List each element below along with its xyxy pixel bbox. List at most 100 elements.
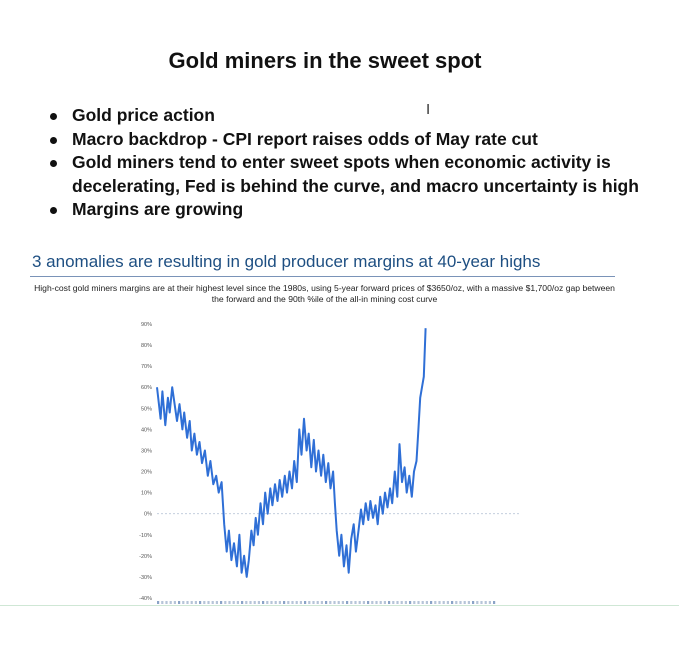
- x-tick-mark: [434, 601, 437, 604]
- text-cursor-icon: I: [426, 101, 431, 118]
- x-tick-mark: [337, 601, 340, 604]
- x-tick-mark: [472, 601, 475, 604]
- x-tick-mark: [346, 601, 349, 604]
- bullet-dot-icon: [50, 207, 57, 214]
- x-tick-mark: [383, 601, 386, 604]
- x-tick-mark: [371, 601, 374, 604]
- x-tick-mark: [257, 601, 260, 604]
- bullet-dot-icon: [50, 136, 57, 144]
- x-tick-mark: [249, 601, 252, 604]
- x-axis-tick-marks: [157, 601, 496, 604]
- x-tick-mark: [333, 601, 336, 604]
- x-tick-mark: [165, 601, 168, 604]
- bullet-text: Gold miners tend to enter sweet spots wh…: [72, 152, 639, 196]
- chart-title-divider: [30, 276, 615, 277]
- x-tick-mark: [341, 601, 344, 604]
- x-tick-mark: [283, 601, 286, 604]
- y-tick-label: -10%: [139, 533, 152, 539]
- y-tick-label: 90%: [141, 322, 152, 328]
- x-tick-mark: [350, 601, 353, 604]
- y-axis: 90% 80% 70% 60% 50% 40% 30% 20% 10% 0% -10% -20% -30…: [139, 322, 152, 602]
- bullet-item: Margins are growing: [40, 198, 640, 222]
- x-tick-mark: [354, 601, 357, 604]
- x-tick-mark: [438, 601, 441, 604]
- x-tick-mark: [157, 601, 160, 604]
- x-tick-mark: [215, 601, 218, 604]
- x-tick-mark: [430, 601, 433, 604]
- x-tick-mark: [480, 601, 483, 604]
- bullet-dot-icon: [50, 113, 57, 120]
- x-tick-mark: [320, 601, 323, 604]
- x-tick-mark: [199, 601, 202, 604]
- bullet-text: Macro backdrop - CPI report raises odds …: [72, 128, 538, 149]
- bullet-text: Gold price action: [72, 105, 215, 125]
- bullet-text: Margins are growing: [72, 199, 244, 219]
- x-tick-mark: [476, 601, 479, 604]
- x-tick-mark: [493, 601, 496, 604]
- x-tick-mark: [392, 601, 395, 604]
- bullet-item: Gold miners tend to enter sweet spots wh…: [40, 151, 640, 198]
- x-tick-mark: [455, 601, 458, 604]
- chart-title: 3 anomalies are resulting in gold produc…: [32, 252, 541, 271]
- x-tick-mark: [304, 601, 307, 604]
- bullet-item: Gold price action: [40, 104, 640, 128]
- x-tick-mark: [396, 601, 399, 604]
- bullet-list: Gold price action Macro backdrop - CPI r…: [40, 104, 640, 222]
- y-tick-label: 0%: [144, 512, 152, 518]
- x-tick-mark: [379, 601, 382, 604]
- series-line: [156, 328, 427, 578]
- x-tick-mark: [203, 601, 206, 604]
- slide-title: Gold miners in the sweet spot: [168, 48, 482, 73]
- bullet-dot-icon: [50, 160, 57, 167]
- y-tick-label: 50%: [141, 406, 152, 412]
- footer-divider: [0, 605, 679, 606]
- x-tick-mark: [190, 601, 193, 604]
- x-tick-mark: [299, 601, 302, 604]
- y-tick-label: -40%: [139, 596, 152, 602]
- x-tick-mark: [274, 601, 277, 604]
- x-tick-mark: [161, 601, 164, 604]
- x-tick-mark: [417, 601, 420, 604]
- x-tick-mark: [425, 601, 428, 604]
- x-tick-mark: [329, 601, 332, 604]
- x-tick-mark: [291, 601, 294, 604]
- x-tick-mark: [459, 601, 462, 604]
- x-tick-mark: [245, 601, 248, 604]
- y-tick-label: 20%: [141, 470, 152, 476]
- x-tick-mark: [400, 601, 403, 604]
- x-tick-mark: [228, 601, 231, 604]
- x-tick-mark: [224, 601, 227, 604]
- x-tick-mark: [178, 601, 181, 604]
- x-tick-mark: [463, 601, 466, 604]
- x-tick-mark: [421, 601, 424, 604]
- y-tick-label: 60%: [141, 385, 152, 391]
- x-tick-mark: [488, 601, 491, 604]
- x-tick-mark: [367, 601, 370, 604]
- x-tick-mark: [266, 601, 269, 604]
- x-tick-mark: [241, 601, 244, 604]
- x-tick-mark: [173, 601, 176, 604]
- chart-subtitle: High-cost gold miners margins are at the…: [34, 283, 615, 304]
- x-tick-mark: [446, 601, 449, 604]
- x-tick-mark: [186, 601, 189, 604]
- x-tick-mark: [316, 601, 319, 604]
- y-tick-label: 10%: [141, 491, 152, 497]
- x-tick-mark: [278, 601, 281, 604]
- x-tick-mark: [388, 601, 391, 604]
- x-tick-mark: [325, 601, 328, 604]
- y-tick-label: 80%: [141, 343, 152, 349]
- x-tick-mark: [207, 601, 210, 604]
- y-tick-label: 40%: [141, 427, 152, 433]
- x-tick-mark: [169, 601, 172, 604]
- y-tick-label: -30%: [139, 575, 152, 581]
- x-tick-mark: [262, 601, 265, 604]
- x-tick-mark: [451, 601, 454, 604]
- x-tick-mark: [362, 601, 365, 604]
- x-tick-mark: [467, 601, 470, 604]
- y-tick-label: 70%: [141, 364, 152, 370]
- x-tick-mark: [358, 601, 361, 604]
- bullet-item: Macro backdrop - CPI report raises odds …: [40, 128, 640, 152]
- x-tick-mark: [182, 601, 185, 604]
- x-tick-mark: [295, 601, 298, 604]
